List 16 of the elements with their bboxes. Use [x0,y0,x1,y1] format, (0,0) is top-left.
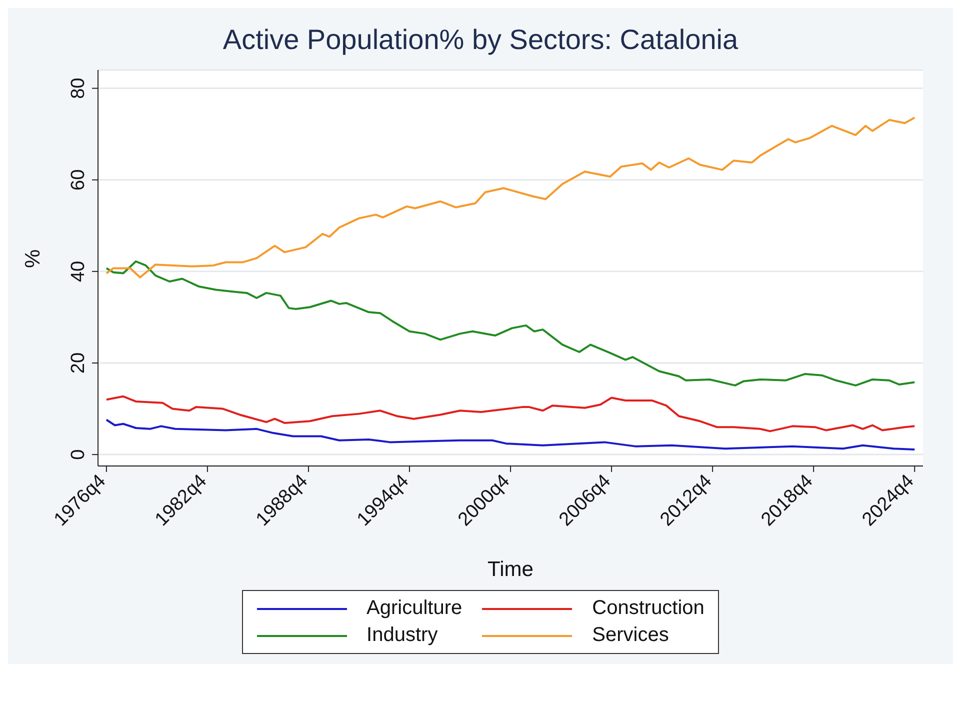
line-series [105,116,916,278]
y-tick-label: 0 [68,449,89,460]
legend-label: Services [592,624,669,647]
line-series [105,260,916,386]
y-tick-label: 60 [68,169,89,190]
y-tick-label: 40 [68,260,89,282]
legend-label: Agriculture [366,597,462,620]
chart-title: Active Population% by Sectors: Catalonia [222,23,740,56]
y-tick-label: 20 [68,352,89,374]
legend-label: Industry [366,624,438,647]
y-tick-label: 80 [68,78,89,99]
legend-label: Construction [592,597,704,620]
line-series [105,418,916,451]
y-axis-title: % [21,249,44,268]
x-axis-title: Time [488,558,534,581]
line-series [105,395,916,432]
